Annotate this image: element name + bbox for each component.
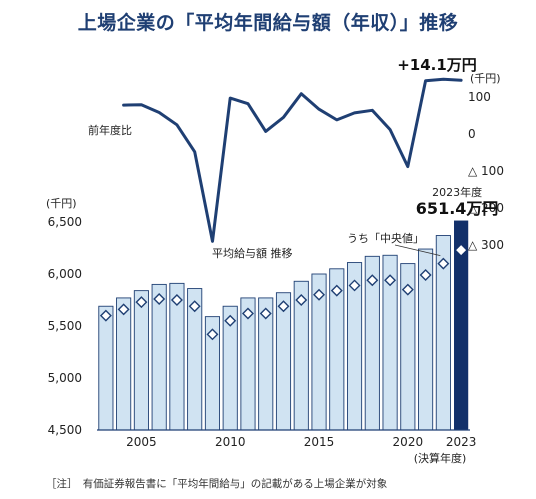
y-tick-label: 6,000 <box>48 267 82 281</box>
x-tick-label: 2015 <box>304 435 335 449</box>
median-marker <box>99 309 112 322</box>
median-marker <box>188 300 201 313</box>
y-tick-label: 5,500 <box>48 319 82 333</box>
right-tick-label: 0 <box>468 127 476 141</box>
median-marker <box>295 294 308 306</box>
median-marker <box>456 245 467 256</box>
median-leader-line <box>394 244 441 256</box>
median-marker <box>135 296 148 309</box>
right-tick-label: △ 300 <box>468 238 504 252</box>
median-marker <box>330 284 343 297</box>
footnote: ［注］ 有価証券報告書に「平均年間給与」の記載がある上場企業が対象 <box>46 478 388 490</box>
x-tick-label: 2010 <box>215 435 246 449</box>
chart-title: 上場企業の「平均年間給与額（年収）」推移 <box>77 12 459 34</box>
median-marker <box>241 307 254 320</box>
median-marker <box>419 269 432 282</box>
x-axis-unit: (決算年度) <box>414 451 467 465</box>
median-marker <box>366 274 379 287</box>
bar-series-label: 平均給与額 推移 <box>212 246 293 260</box>
median-marker <box>437 257 450 270</box>
right-tick-label: △ 100 <box>468 164 504 178</box>
yoy-line <box>122 77 463 243</box>
median-marker <box>401 283 414 296</box>
bar <box>454 220 469 430</box>
y-tick-label: 5,000 <box>48 371 82 385</box>
bar <box>275 292 292 431</box>
yoy-annotation: +14.1万円 <box>397 56 477 74</box>
yoy-series-label: 前年度比 <box>88 123 132 137</box>
median-marker <box>259 307 272 320</box>
median-marker <box>384 274 397 287</box>
median-marker <box>348 279 361 292</box>
median-series-label: うち「中央値」 <box>347 232 424 245</box>
highlight-year-label: 2023年度 <box>432 185 482 199</box>
median-marker <box>313 288 326 301</box>
median-marker <box>170 294 183 306</box>
bar <box>151 283 167 431</box>
bar <box>133 290 149 431</box>
median-marker <box>224 314 237 327</box>
bar <box>116 297 132 431</box>
bar <box>98 305 114 431</box>
x-tick-label: 2023 <box>446 435 477 449</box>
highlight-value-label: 651.4万円 <box>416 199 499 218</box>
y-tick-label: 6,500 <box>48 215 82 229</box>
right-tick-label: 100 <box>468 90 491 104</box>
median-marker <box>153 292 166 305</box>
x-tick-label: 2020 <box>393 435 424 449</box>
right-tick-label: △ 200 <box>468 201 504 215</box>
median-marker <box>117 303 130 316</box>
y-axis-unit: (千円) <box>46 197 77 210</box>
right-axis-unit: (千円) <box>470 72 501 85</box>
x-tick-label: 2005 <box>126 435 157 449</box>
y-tick-label: 4,500 <box>48 423 82 437</box>
median-marker <box>277 300 290 313</box>
median-marker <box>206 328 219 341</box>
